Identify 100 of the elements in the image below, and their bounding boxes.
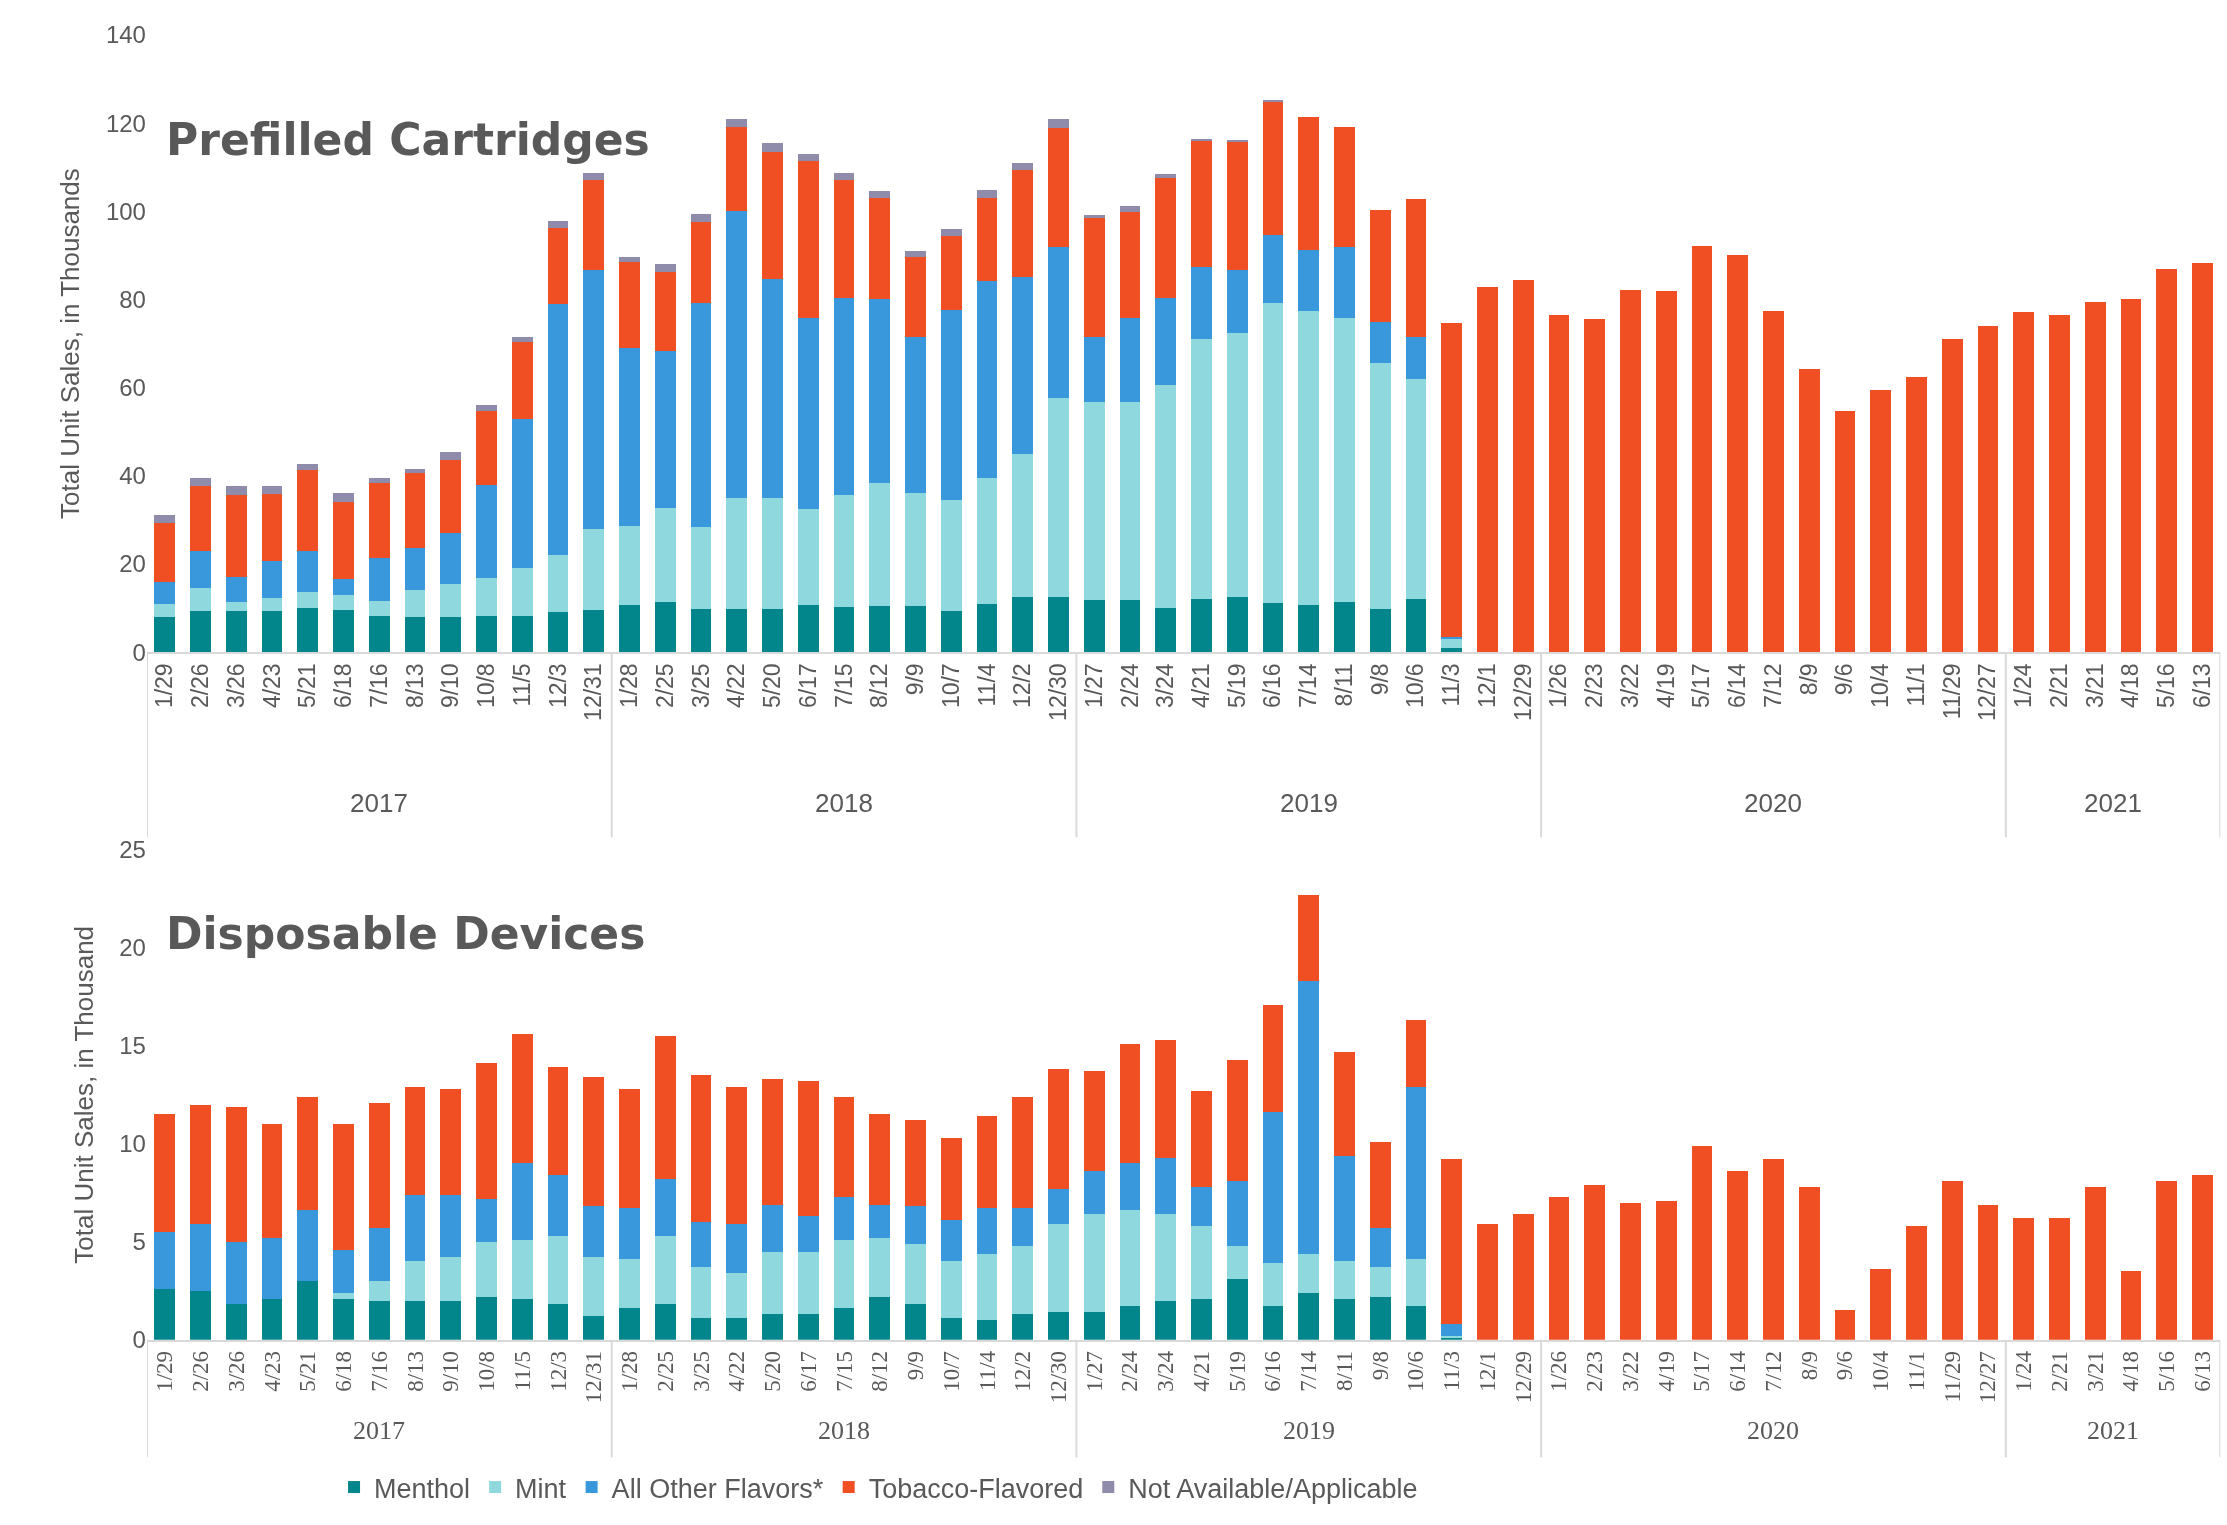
x-tick-label: 2/25 [652,1350,678,1392]
bar [2156,1181,2178,1340]
bar [1691,1145,1713,1340]
bar [797,154,819,162]
bar [1727,1171,1749,1340]
bar [1191,1090,1212,1187]
x-tick-label: 3/21 [2081,663,2108,709]
bar [368,616,390,653]
bar [1834,411,1856,653]
bar [297,1096,319,1211]
bar [404,548,426,590]
text: 2017 [353,1416,405,1445]
bar [1655,1200,1677,1340]
x-tick-label: 12/3 [544,663,571,709]
bar [368,557,390,601]
bar [905,493,926,607]
bar [1441,1324,1463,1336]
x-tick-label: 6/14 [1724,663,1751,709]
bar [476,405,497,412]
bar [762,1204,783,1252]
x-tick-label: 12/30 [1045,663,1072,721]
y-tick-label: 15 [119,1032,146,1060]
bar [1262,1263,1284,1307]
bar [833,172,855,181]
bar [1298,310,1320,605]
bar [225,1106,247,1242]
bar [476,1296,497,1340]
bar [654,1235,676,1305]
bar [1119,206,1141,212]
bar [2084,301,2106,653]
x-tick-label: 6/17 [794,663,821,709]
bar [368,482,390,558]
bar [1226,597,1248,653]
bar [690,1267,712,1319]
legend-label: Menthol [374,1473,471,1504]
bar [511,342,533,419]
bar [654,1304,676,1340]
bar [940,310,962,500]
bar [225,601,247,611]
x-tick-label: 2/25 [651,663,678,709]
x-tick-label: 8/9 [1795,663,1822,696]
bar [368,1280,390,1301]
bar [190,587,211,611]
bar [476,484,497,578]
bar [869,1237,891,1297]
bar [1155,1039,1177,1158]
x-tick-label: 7/15 [830,663,857,709]
bar [1012,276,1034,455]
bar [404,473,426,549]
bar [261,560,283,598]
bar [869,299,891,484]
x-tick-label: 11/1 [1903,1350,1929,1391]
bar [511,1034,533,1164]
bar [261,1298,283,1340]
bar [619,1308,640,1340]
bar [1083,1171,1105,1215]
x-tick-label: 3/25 [688,1350,714,1392]
bar [1226,269,1248,334]
bar [1191,339,1212,599]
bar [905,336,926,493]
bar [762,609,783,653]
bar [1334,246,1355,318]
bar [190,1290,211,1340]
bar [833,1096,855,1197]
x-tick-label: 12/2 [1010,1350,1036,1392]
bar [690,526,712,610]
x-tick-label: 12/30 [1046,1350,1072,1404]
bar [726,498,748,609]
bar [1941,1181,1963,1340]
x-tick-label: 12/29 [1510,1350,1536,1404]
bar [1334,1298,1355,1340]
bar [190,477,211,487]
bar [1548,314,1570,653]
bar [511,615,533,653]
bar [1334,1155,1355,1262]
bar [2049,1218,2070,1340]
bar [1298,1253,1320,1293]
bar [619,1259,640,1309]
x-tick-label: 12/1 [1474,1350,1500,1392]
bar [2013,311,2035,653]
x-tick-label: 5/21 [294,663,321,709]
bar [368,600,390,617]
bar [547,220,569,228]
bar [976,478,998,605]
y-tick-label: 100 [105,197,146,225]
x-tick-label: 5/19 [1224,1350,1250,1392]
bar [869,1204,891,1238]
x-tick-label: 11/3 [1438,663,1465,707]
x-tick-label: 6/16 [1260,1350,1286,1392]
bar [976,197,998,282]
x-tick-label: 8/9 [1796,1350,1822,1381]
bar [333,493,354,502]
bar [762,1314,783,1340]
bar [940,610,962,653]
legend-label: Tobacco-Flavored [868,1473,1084,1504]
bar [1048,1312,1069,1340]
x-tick-label: 5/17 [1689,1350,1715,1392]
x-tick-label: 12/2 [1009,663,1036,709]
bar [1191,267,1212,340]
bar [154,603,176,618]
